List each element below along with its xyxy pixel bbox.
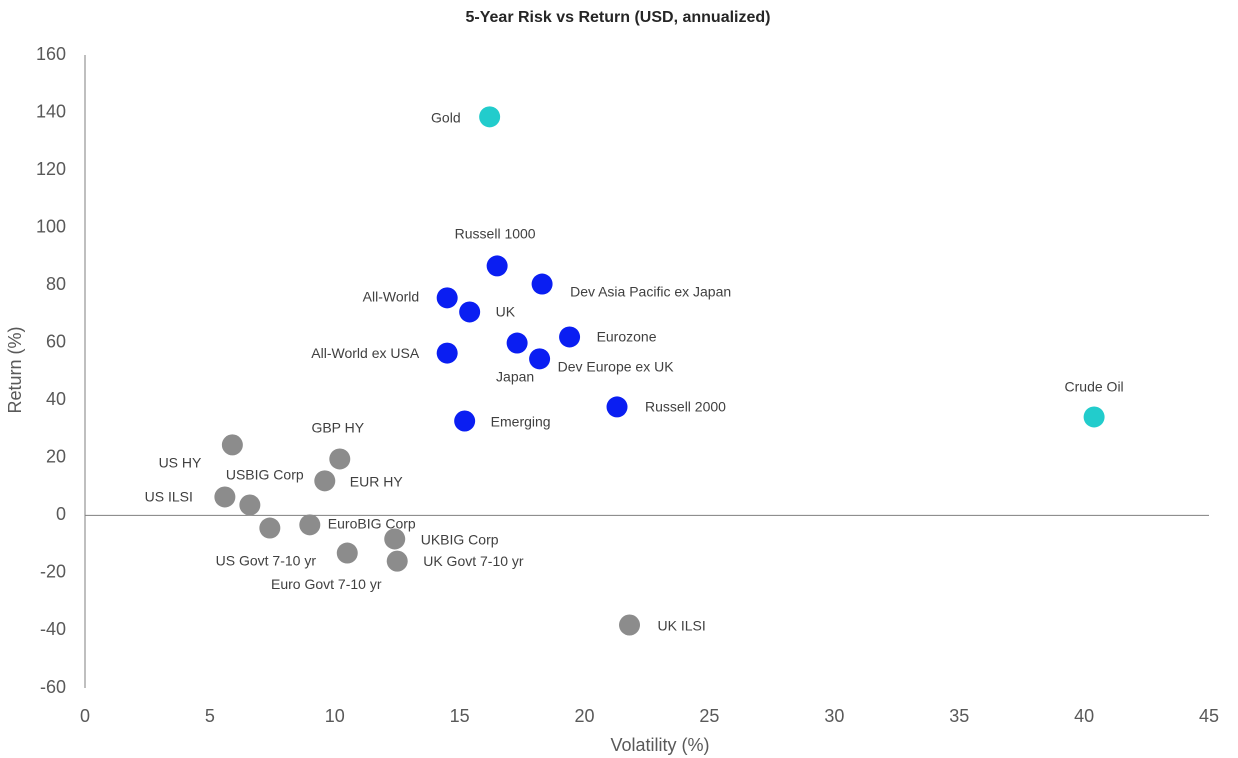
point xyxy=(299,514,321,536)
point xyxy=(459,301,481,323)
point xyxy=(336,542,358,564)
x-tick-label: 0 xyxy=(80,706,90,726)
point xyxy=(559,326,581,348)
point xyxy=(486,255,508,277)
point xyxy=(506,332,528,354)
point-label: Dev Asia Pacific ex Japan xyxy=(570,284,731,300)
point xyxy=(454,410,476,432)
y-tick-label: -40 xyxy=(40,619,66,639)
point xyxy=(606,396,628,418)
y-tick-label: 160 xyxy=(36,44,66,64)
point-label: USBIG Corp xyxy=(226,467,304,483)
y-tick-label: -20 xyxy=(40,562,66,582)
point-label: All-World xyxy=(363,289,420,305)
point-label: Emerging xyxy=(491,414,551,430)
y-tick-label: 100 xyxy=(36,216,66,236)
x-tick-label: 5 xyxy=(205,706,215,726)
point xyxy=(239,494,261,516)
point xyxy=(479,106,501,128)
point-label: Euro Govt 7-10 yr xyxy=(271,576,382,592)
y-tick-label: 0 xyxy=(56,504,66,524)
point-label: UK xyxy=(496,304,516,320)
point-label: Gold xyxy=(431,110,461,126)
x-axis-label: Volatility (%) xyxy=(610,735,709,755)
y-tick-label: 80 xyxy=(46,274,66,294)
point-label: US Govt 7-10 yr xyxy=(216,553,317,569)
point xyxy=(436,342,458,364)
point-label: GBP HY xyxy=(311,420,364,436)
point xyxy=(329,448,351,470)
x-tick-label: 10 xyxy=(325,706,345,726)
point-label: Crude Oil xyxy=(1065,379,1124,395)
y-tick-label: 40 xyxy=(46,389,66,409)
x-tick-label: 15 xyxy=(450,706,470,726)
y-tick-label: 20 xyxy=(46,447,66,467)
point-label: US HY xyxy=(159,455,202,471)
chart-title: 5-Year Risk vs Return (USD, annualized) xyxy=(466,9,771,26)
point xyxy=(386,550,408,572)
y-tick-label: 60 xyxy=(46,331,66,351)
point xyxy=(619,614,641,636)
point xyxy=(1083,406,1105,428)
x-tick-label: 30 xyxy=(824,706,844,726)
point-label: EuroBIG Corp xyxy=(328,516,416,532)
point xyxy=(214,486,236,508)
x-tick-label: 20 xyxy=(575,706,595,726)
x-tick-label: 35 xyxy=(949,706,969,726)
point-label: UK ILSI xyxy=(658,618,706,634)
x-tick-label: 45 xyxy=(1199,706,1219,726)
point xyxy=(221,434,243,456)
point-label: Dev Europe ex UK xyxy=(558,359,675,375)
point-label: Russell 2000 xyxy=(645,399,726,415)
y-tick-label: -60 xyxy=(40,677,66,697)
point-label: Japan xyxy=(496,369,534,385)
point xyxy=(529,348,551,370)
point xyxy=(314,470,336,492)
point xyxy=(436,287,458,309)
y-tick-label: 140 xyxy=(36,101,66,121)
point xyxy=(531,273,553,295)
point xyxy=(384,528,406,550)
y-tick-label: 120 xyxy=(36,159,66,179)
point-label: US ILSI xyxy=(145,489,193,505)
point-label: UKBIG Corp xyxy=(421,532,499,548)
point-label: UK Govt 7-10 yr xyxy=(423,553,524,569)
point-label: Russell 1000 xyxy=(455,226,536,242)
point-label: EUR HY xyxy=(350,474,404,490)
x-tick-label: 25 xyxy=(699,706,719,726)
x-tick-label: 40 xyxy=(1074,706,1094,726)
point-label: Eurozone xyxy=(597,329,657,345)
y-axis-label: Return (%) xyxy=(5,326,25,413)
point-label: All-World ex USA xyxy=(311,345,420,361)
point xyxy=(259,517,281,539)
